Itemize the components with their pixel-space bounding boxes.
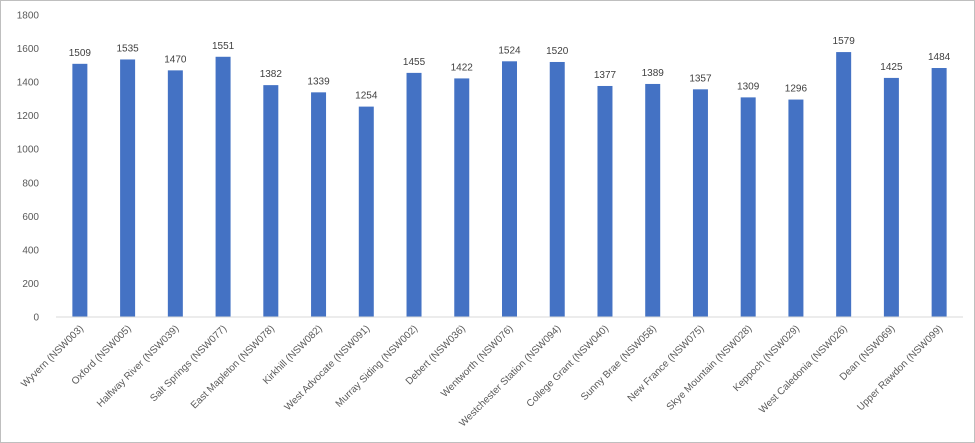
y-tick-label: 0: [33, 313, 39, 324]
data-label: 1382: [260, 69, 283, 80]
bar: [358, 106, 374, 318]
bar: [263, 85, 279, 318]
bar: [454, 78, 470, 317]
x-tick-label: Upper Rawdon (NSW099): [855, 323, 945, 413]
bar: [788, 99, 804, 317]
x-tick-label: West Advocate (NSW091): [283, 323, 373, 413]
y-tick-label: 200: [22, 279, 39, 290]
x-axis: Wyvern (NSW003)Oxford (NSW005)Halfway Ri…: [19, 316, 963, 429]
y-tick-label: 1600: [17, 44, 40, 55]
x-tick-label: East Mapleton (NSW078): [189, 323, 277, 411]
data-label: 1535: [116, 43, 139, 54]
bar: [931, 68, 947, 317]
data-labels: 1509 1535 1470 1551 1382 1339 1254 1455 1422 1524…: [69, 36, 951, 102]
data-label: 1425: [880, 62, 903, 73]
bar: [120, 59, 136, 317]
data-label: 1579: [833, 36, 856, 47]
bar: [311, 92, 327, 318]
bar: [645, 83, 661, 317]
y-tick-label: 1200: [17, 111, 40, 122]
data-label: 1339: [307, 76, 330, 87]
bar: [549, 61, 565, 317]
y-axis: 0 200 400 600 800 1000 1200 1400 1600 1800: [17, 11, 40, 324]
y-tick-label: 1000: [17, 145, 40, 156]
data-label: 1296: [785, 84, 808, 95]
y-tick-label: 1800: [17, 11, 40, 22]
bar: [72, 63, 88, 317]
y-tick-label: 800: [22, 178, 39, 189]
data-label: 1422: [451, 62, 474, 73]
data-label: 1455: [403, 57, 426, 68]
bar: [502, 61, 517, 317]
bar: [740, 97, 756, 317]
data-label: 1484: [928, 52, 951, 63]
x-tick-label: Halfway River (NSW039): [95, 323, 181, 409]
bar: [215, 56, 231, 317]
data-label: 1377: [594, 70, 617, 81]
data-label: 1524: [498, 45, 521, 56]
x-tick-label: Skye Mountain (NSW028): [665, 323, 755, 413]
y-tick-label: 1400: [17, 78, 40, 89]
x-tick-label: West Caledonia (NSW026): [757, 323, 850, 416]
y-tick-label: 600: [22, 212, 39, 223]
data-label: 1309: [737, 81, 760, 92]
data-label: 1254: [355, 91, 378, 102]
data-label: 1470: [164, 54, 187, 65]
data-label: 1389: [642, 68, 665, 79]
bar: [406, 72, 422, 317]
data-label: 1509: [69, 48, 92, 59]
bar: [836, 52, 852, 317]
bar: [692, 89, 708, 317]
x-tick-label: College Grant (NSW040): [525, 323, 611, 409]
x-tick-label: Murray Siding (NSW002): [334, 323, 420, 409]
bars: [72, 52, 947, 318]
bar: [167, 70, 183, 317]
y-tick-label: 400: [22, 245, 39, 256]
data-label: 1520: [546, 46, 569, 57]
bar: [883, 77, 899, 318]
x-tick-label: Westchester Station (NSW094): [457, 323, 563, 429]
data-label: 1551: [212, 41, 235, 52]
bar: [597, 85, 613, 317]
data-label: 1357: [689, 73, 712, 84]
